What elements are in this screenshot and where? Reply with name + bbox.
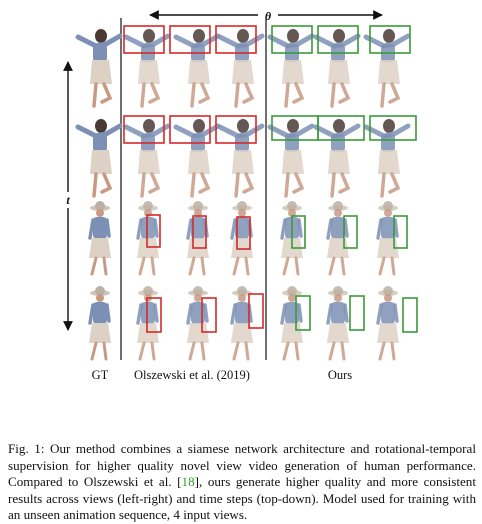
highlight-box [215, 25, 257, 54]
person-figure [280, 286, 303, 361]
teaser-figure: θ t GT Olszewski et al. (2019) Ours [63, 9, 418, 382]
t-label: t [66, 193, 70, 207]
person-figure [186, 286, 209, 361]
person-figure [136, 286, 159, 361]
person-figure [363, 119, 411, 198]
person-figure [173, 119, 221, 198]
person-figure [136, 201, 159, 276]
highlight-box [349, 295, 365, 331]
theta-label: θ [265, 9, 272, 23]
highlight-box [317, 25, 359, 54]
citation-link[interactable]: 18 [181, 474, 195, 490]
highlight-box [393, 215, 408, 249]
person-figure [313, 29, 361, 108]
person-figure [376, 286, 399, 361]
highlight-box [146, 214, 161, 248]
person-figure [267, 119, 315, 198]
person-figure [363, 29, 411, 108]
highlight-box [248, 293, 264, 329]
highlight-box [236, 216, 251, 250]
figure-canvas: θ t GT Olszewski et al. (2019) Ours [63, 9, 418, 382]
highlight-box [343, 215, 358, 249]
highlight-box [215, 115, 257, 144]
person-figure [88, 201, 111, 276]
highlight-box [123, 115, 165, 144]
person-figure [173, 29, 221, 108]
person-figure [326, 201, 349, 276]
highlight-box [271, 25, 313, 54]
highlight-box [169, 25, 211, 54]
person-figure [326, 286, 349, 361]
col-label-gt: GT [92, 368, 109, 382]
figure-grid [75, 25, 418, 361]
caption-text-start: Fig. 1: Our method combines a siamese ne… [8, 441, 476, 490]
highlight-box [317, 115, 365, 141]
person-figure [376, 201, 399, 276]
highlight-box [291, 215, 306, 249]
person-figure [123, 119, 171, 198]
person-figure [75, 29, 123, 108]
highlight-box [169, 115, 211, 144]
person-figure [267, 29, 315, 108]
person-figure [88, 286, 111, 361]
highlight-box [146, 297, 162, 333]
highlight-box [369, 25, 411, 54]
person-figure [313, 119, 361, 198]
highlight-box [402, 297, 418, 333]
col-label-ours: Ours [328, 368, 352, 382]
highlight-box [369, 115, 417, 141]
person-figure [217, 29, 265, 108]
figure-caption: Fig. 1: Our method combines a siamese ne… [8, 441, 476, 524]
person-figure [75, 119, 123, 198]
highlight-box [201, 297, 217, 333]
person-figure [230, 286, 253, 361]
highlight-box [295, 295, 311, 331]
highlight-box [192, 215, 207, 249]
highlight-box [123, 25, 165, 54]
person-figure [123, 29, 171, 108]
col-label-baseline: Olszewski et al. (2019) [134, 368, 250, 382]
